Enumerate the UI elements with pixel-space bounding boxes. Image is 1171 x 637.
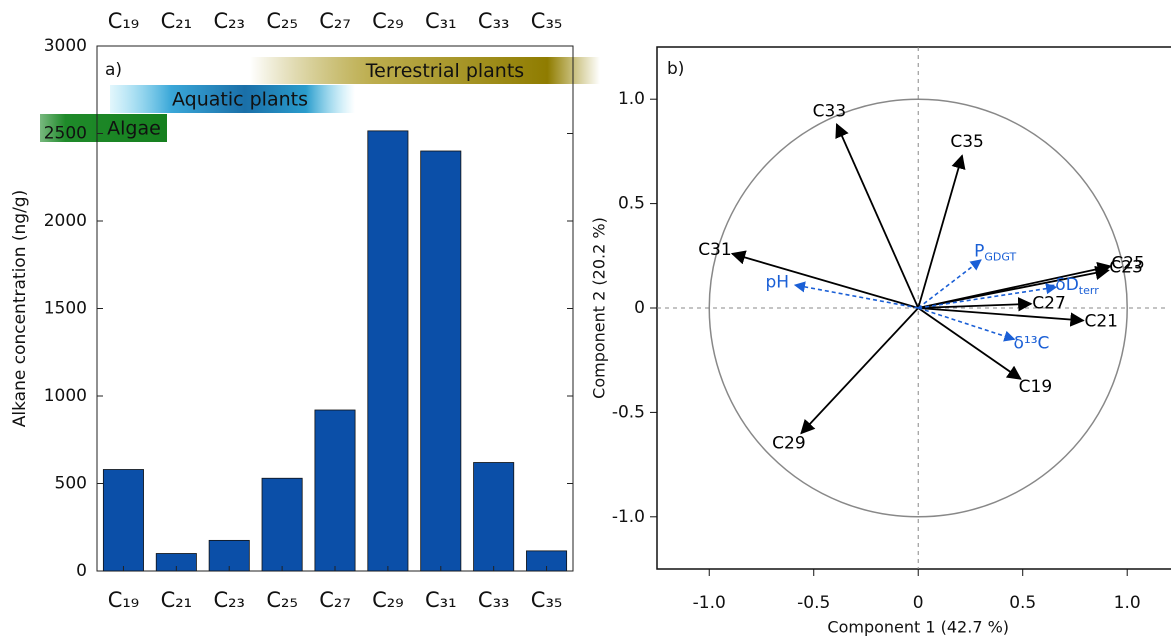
loading-vector-dashed xyxy=(917,307,1016,342)
vector-label: C19 xyxy=(1019,377,1053,397)
vector-label: δ¹³C xyxy=(1014,334,1050,354)
vector-name: C21 xyxy=(1085,312,1119,332)
x-tick-label-top: C₂₁ xyxy=(161,9,193,33)
x-tick-label-top: C₂₉ xyxy=(372,9,404,33)
vector-label: C33 xyxy=(813,101,847,121)
x-tick-label: 0 xyxy=(913,593,924,613)
x-tick-label-top: C₂₇ xyxy=(319,9,351,33)
loading-vector-dashed xyxy=(793,281,919,309)
vector-label: C31 xyxy=(698,240,732,260)
vector-name: C23 xyxy=(1109,258,1143,278)
loading-vector xyxy=(730,250,919,309)
y-tick-label: 0.5 xyxy=(618,194,645,214)
bar xyxy=(314,409,356,572)
band-label: Algae xyxy=(107,118,161,140)
x-tick-label-top: C₂₅ xyxy=(266,9,298,33)
vector-label: C27 xyxy=(1032,293,1066,313)
y-tick-label: 2500 xyxy=(44,124,87,144)
y-axis-title: Alkane concentration (ng/g) xyxy=(10,190,30,427)
y-tick-label: 1500 xyxy=(44,299,87,319)
x-tick-label-top: C₃₅ xyxy=(531,9,563,33)
vector-name: C33 xyxy=(813,101,847,121)
loading-vector-dashed xyxy=(918,283,1058,309)
x-tick-label: 0.5 xyxy=(1009,593,1036,613)
loading-vector xyxy=(917,307,1022,380)
x-tick-label: C₃₃ xyxy=(478,588,510,612)
annotation-band xyxy=(110,85,355,113)
y-tick-label: -1.0 xyxy=(612,507,645,527)
bar xyxy=(473,462,515,572)
x-tick-label: C₂₁ xyxy=(161,588,193,612)
x-tick-label-top: C₃₃ xyxy=(478,9,510,33)
bar xyxy=(261,477,303,572)
vector-subscript: GDGT xyxy=(984,250,1016,263)
vector-label: -δDterr xyxy=(1049,275,1099,297)
vector-label: C35 xyxy=(950,132,984,152)
vector-label: C25 xyxy=(1111,253,1145,273)
x-tick-label: C₂₇ xyxy=(319,588,351,612)
vector-name: -δD xyxy=(1049,275,1079,295)
vector-name: C29 xyxy=(772,434,806,454)
y-tick-label: 1000 xyxy=(44,386,87,406)
annotation-band xyxy=(250,57,600,84)
vector-label: C29 xyxy=(772,434,806,454)
x-tick-label: -1.0 xyxy=(693,593,726,613)
y-tick-label: 0 xyxy=(634,298,645,318)
vector-label: C23 xyxy=(1109,258,1143,278)
y-tick-label: 3000 xyxy=(44,36,87,56)
bar xyxy=(367,130,409,572)
x-tick-label: -0.5 xyxy=(797,593,830,613)
bar xyxy=(102,469,144,572)
loading-vector xyxy=(800,307,919,435)
vector-name: C19 xyxy=(1019,377,1053,397)
annotation-band xyxy=(40,114,167,142)
vector-name: P xyxy=(974,241,984,261)
x-axis-title: Component 1 (42.7 %) xyxy=(827,618,1009,637)
y-tick-label: -0.5 xyxy=(612,402,645,422)
vector-name: C27 xyxy=(1032,293,1066,313)
y-tick-label: 0 xyxy=(76,561,87,581)
panel-label: b) xyxy=(667,59,684,79)
vector-name: C31 xyxy=(698,240,732,260)
x-tick-label-top: C₁₉ xyxy=(108,9,140,33)
x-tick-label-top: C₃₁ xyxy=(425,9,457,33)
x-tick-label: C₃₁ xyxy=(425,588,457,612)
band-label: Terrestrial plants xyxy=(365,60,524,82)
x-tick-label: C₂₉ xyxy=(372,588,404,612)
y-tick-label: 500 xyxy=(55,474,87,494)
y-axis-title: Component 2 (20.2 %) xyxy=(590,217,609,399)
x-tick-label: C₁₉ xyxy=(108,588,140,612)
vector-name: pH xyxy=(765,272,789,292)
loading-vector xyxy=(835,122,920,309)
x-tick-label: C₂₃ xyxy=(213,588,245,612)
y-tick-label: 2000 xyxy=(44,211,87,231)
x-tick-label: 1.0 xyxy=(1114,593,1141,613)
vector-subscript: terr xyxy=(1079,284,1099,297)
band-label: Aquatic plants xyxy=(172,89,308,111)
vector-label: C21 xyxy=(1085,312,1119,332)
vector-label: pH xyxy=(765,272,789,292)
unit-circle xyxy=(708,98,1128,518)
y-tick-label: 1.0 xyxy=(618,89,645,109)
loading-vector xyxy=(918,297,1033,312)
bar xyxy=(420,150,462,572)
x-tick-label-top: C₂₃ xyxy=(213,9,245,33)
vector-label: PGDGT xyxy=(974,241,1016,263)
loading-vector xyxy=(918,265,1110,309)
vector-name: C25 xyxy=(1111,253,1145,273)
x-tick-label: C₂₅ xyxy=(266,588,298,612)
loading-vector xyxy=(918,307,1085,327)
panel-label: a) xyxy=(105,60,122,80)
loading-vector-dashed xyxy=(917,259,982,309)
vector-name: δ¹³C xyxy=(1014,334,1050,354)
x-tick-label: C₃₅ xyxy=(531,588,563,612)
vector-name: C35 xyxy=(950,132,984,152)
loading-vector xyxy=(917,154,966,309)
